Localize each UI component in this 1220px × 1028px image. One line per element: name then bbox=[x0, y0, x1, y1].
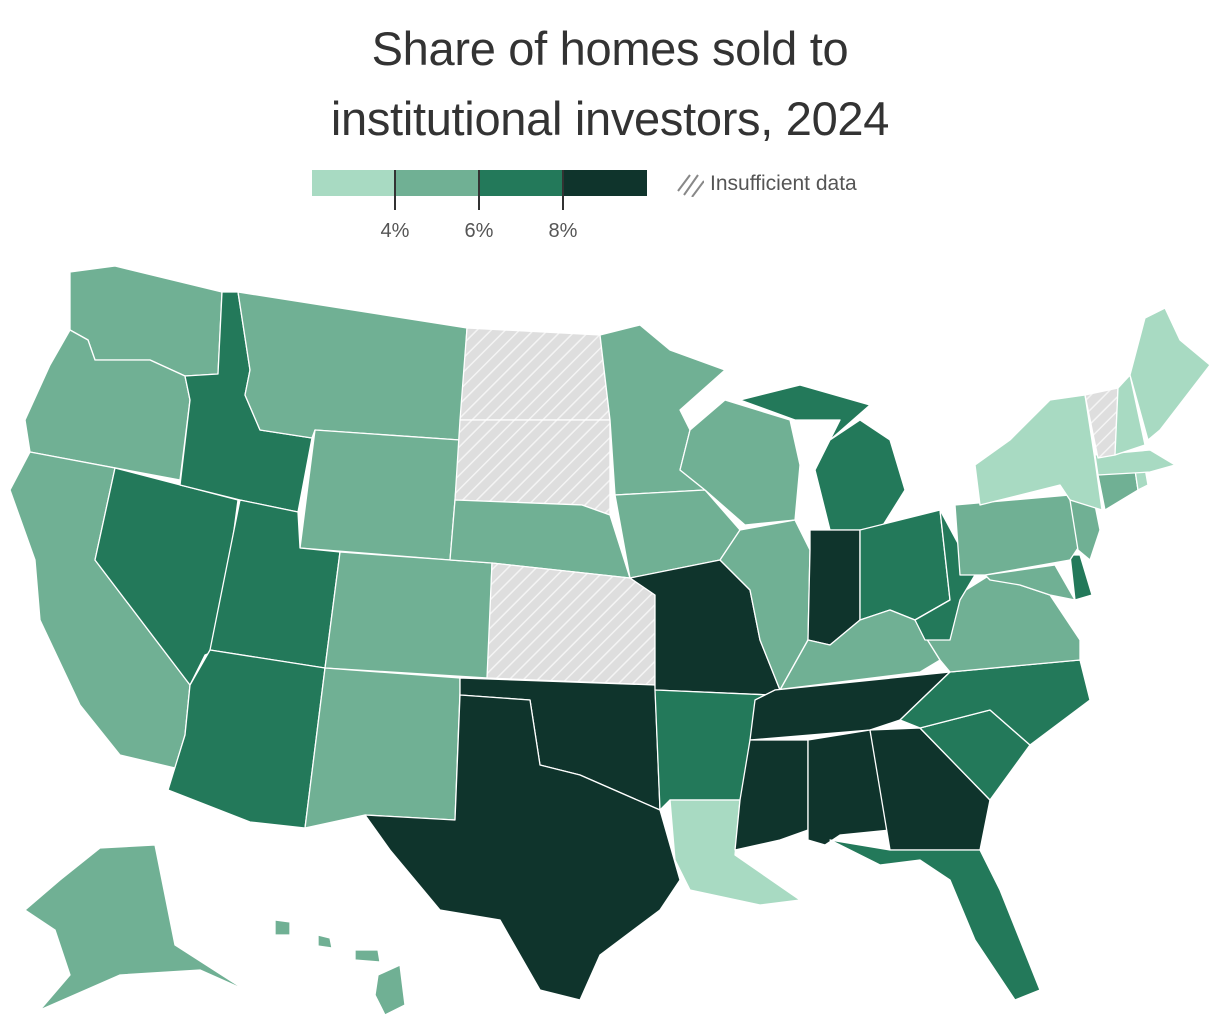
title-line-2: institutional investors, 2024 bbox=[330, 92, 890, 145]
tick-label-8: 8% bbox=[548, 220, 578, 242]
chart-title: Share of homes sold to institutional inv… bbox=[0, 14, 1220, 154]
state-hi bbox=[317, 934, 333, 949]
state-wy bbox=[299, 429, 461, 561]
tick-label-4: 4% bbox=[380, 220, 410, 242]
state-hi bbox=[274, 919, 291, 936]
state-tx bbox=[364, 694, 681, 1001]
state-de bbox=[1069, 554, 1093, 601]
state-hi bbox=[354, 949, 381, 963]
legend-tick bbox=[562, 170, 564, 210]
state-pa bbox=[954, 494, 1081, 576]
state-ct bbox=[1097, 469, 1139, 511]
state-nm bbox=[304, 667, 461, 829]
tick-label-6: 6% bbox=[464, 220, 494, 242]
state-mi bbox=[739, 384, 906, 531]
state-ma bbox=[1094, 449, 1176, 476]
legend-bin-3 bbox=[564, 170, 647, 196]
state-hi bbox=[374, 964, 406, 1016]
state-nd bbox=[459, 327, 611, 421]
state-ks bbox=[486, 562, 656, 686]
state-ak bbox=[24, 844, 246, 1011]
state-mt bbox=[237, 291, 468, 441]
legend-tick bbox=[478, 170, 480, 210]
legend-bin-0 bbox=[312, 170, 396, 196]
state-ky bbox=[774, 609, 941, 691]
legend-tick bbox=[394, 170, 396, 210]
legend-bin-1 bbox=[396, 170, 480, 196]
legend-insufficient-data: Insufficient data bbox=[676, 170, 857, 198]
state-ny bbox=[974, 394, 1103, 511]
hatch-swatch-icon bbox=[677, 174, 704, 197]
state-co bbox=[324, 551, 493, 679]
state-ga bbox=[869, 727, 991, 851]
state-me bbox=[1129, 307, 1211, 441]
state-fl bbox=[829, 839, 1041, 1001]
legend-bin-2 bbox=[480, 170, 564, 196]
states-layer bbox=[9, 265, 1211, 1016]
legend: 4% 6% 8% Insufficient data bbox=[312, 170, 912, 250]
state-md bbox=[984, 564, 1076, 601]
state-nh bbox=[1114, 374, 1146, 456]
title-line-1: Share of homes sold to bbox=[371, 22, 849, 75]
state-oh bbox=[859, 509, 951, 621]
insufficient-data-label: Insufficient data bbox=[710, 172, 857, 195]
